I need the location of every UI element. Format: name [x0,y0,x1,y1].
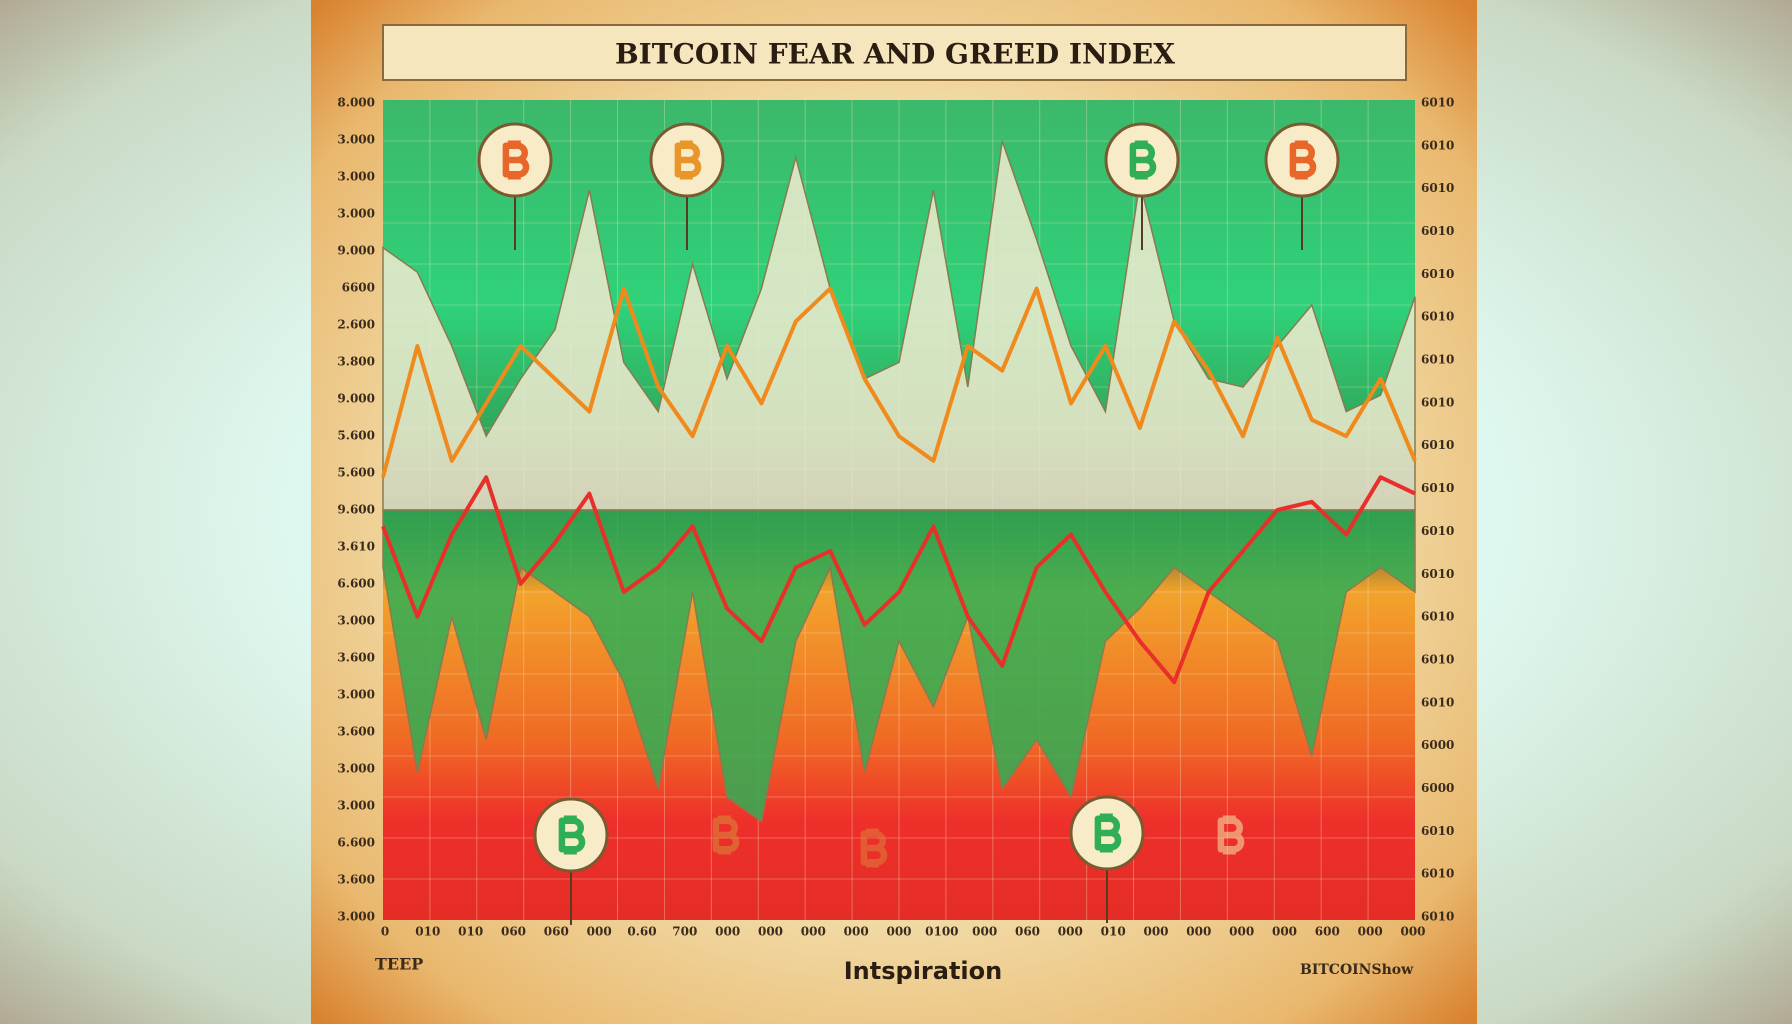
bottom-axis-text: 010 [415,925,440,939]
right-axis-text: 6010 [1421,438,1454,452]
badge-symbol [1129,140,1157,180]
right-axis-text: 6010 [1421,395,1454,409]
badge-symbol [674,140,702,180]
bitcoin-badge [1069,795,1145,923]
left-axis-text: 3.600 [337,873,375,887]
bottom-axis-text: 000 [758,925,783,939]
bottom-axis-text: 0.60 [627,925,656,939]
line [381,475,1416,685]
left-axis-text: 5.600 [337,466,375,480]
area [382,509,1416,823]
bottom-axis-text: 060 [1015,925,1040,939]
chart-title: BITCOIN FEAR AND GREED INDEX [615,38,1175,71]
left-axis-text: 5.600 [337,429,375,443]
bottom-axis-text: 000 [1358,925,1383,939]
left-axis-text: 3.000 [337,207,375,221]
bottom-axis-text: 000 [801,925,826,939]
right-axis-text: 6010 [1421,695,1454,709]
line [381,286,1417,478]
right-axis-text: 6010 [1421,652,1454,666]
right-axis-text: 6010 [1421,610,1454,624]
bitcoin-badge [1104,122,1180,250]
bottom-axis-text: 000 [844,925,869,939]
left-axis-text: 3.600 [337,651,375,665]
right-axis-text: 6010 [1421,96,1454,110]
left-axis-text: 9.000 [337,392,375,406]
right-axis-text: 6010 [1421,224,1454,238]
bottom-axis-text: 000 [587,925,612,939]
left-axis-text: 3.000 [337,910,375,924]
area [382,140,1416,511]
right-axis-text: 6010 [1421,181,1454,195]
right-axis-text: 6010 [1421,267,1454,281]
bitcoin-badge [477,122,553,250]
bottom-axis-text: 000 [1400,925,1425,939]
bitcoin-badge [533,797,609,925]
bottom-axis-text: 0100 [925,925,958,939]
badge-symbol [860,828,888,868]
bottom-axis-text: 0 [381,925,389,939]
corner-left-label: TEEP [375,955,423,974]
right-axis-text: 6010 [1421,310,1454,324]
bitcoin-badge [649,122,725,250]
title-box [382,24,1407,81]
bottom-axis-text: 000 [715,925,740,939]
left-axis-text: 2.600 [337,318,375,332]
left-axis-text: 6600 [342,281,375,295]
badge-symbol [1217,815,1245,855]
x-axis-label: Intspiration [844,957,1002,985]
bottom-axis-text: 700 [672,925,697,939]
right-axis-text: 6000 [1421,781,1454,795]
left-axis-text: 9.000 [337,244,375,258]
left-axis-text: 3.800 [337,355,375,369]
right-axis-text: 6010 [1421,138,1454,152]
left-axis-text: 3.000 [337,614,375,628]
right-axis-text: 6000 [1421,738,1454,752]
right-axis-text: 6010 [1421,824,1454,838]
icons [477,122,1340,925]
bottom-axis-text: 000 [1272,925,1297,939]
badge-symbol [1289,140,1317,180]
left-axis-text: 3.610 [337,540,375,554]
bottom-axis-text: 000 [1186,925,1211,939]
left-axis-text: 3.600 [337,725,375,739]
badge-symbol [1094,813,1122,853]
bottom-axis-text: 010 [458,925,483,939]
bottom-axis-text: 000 [1143,925,1168,939]
bottom-axis-text: 000 [1229,925,1254,939]
right-axis-text: 6010 [1421,567,1454,581]
right-axis-text: 6010 [1421,481,1454,495]
right-axis-text: 6010 [1421,867,1454,881]
left-axis-text: 6.600 [337,836,375,850]
bitcoin-badge [712,815,740,855]
bottom-axis-text: 000 [972,925,997,939]
bitcoin-badge [860,828,888,868]
right-axis-text: 6010 [1421,910,1454,924]
left-axis-text: 8.000 [337,96,375,110]
bottom-axis-text: 060 [501,925,526,939]
badge-symbol [502,140,530,180]
badge-symbol [712,815,740,855]
bottom-axis-text: 000 [886,925,911,939]
bottom-axis-text: 600 [1315,925,1340,939]
right-axis-text: 6010 [1421,524,1454,538]
left-axis-text: 3.000 [337,762,375,776]
left-axis-text: 6.600 [337,577,375,591]
bitcoin-badge [1217,815,1245,855]
left-axis-text: 3.000 [337,133,375,147]
corner-right-label: BITCOINShow [1300,962,1414,978]
right-axis-text: 6010 [1421,353,1454,367]
bottom-axis-text: 010 [1101,925,1126,939]
left-axis-text: 3.000 [337,688,375,702]
bottom-axis-text: 060 [544,925,569,939]
bitcoin-badge [1264,122,1340,250]
bottom-axis-text: 000 [1058,925,1083,939]
plot-layer [381,100,1417,920]
left-axis-text: 9.600 [337,503,375,517]
left-axis-text: 3.000 [337,799,375,813]
left-axis-text: 3.000 [337,170,375,184]
badge-symbol [558,815,586,855]
